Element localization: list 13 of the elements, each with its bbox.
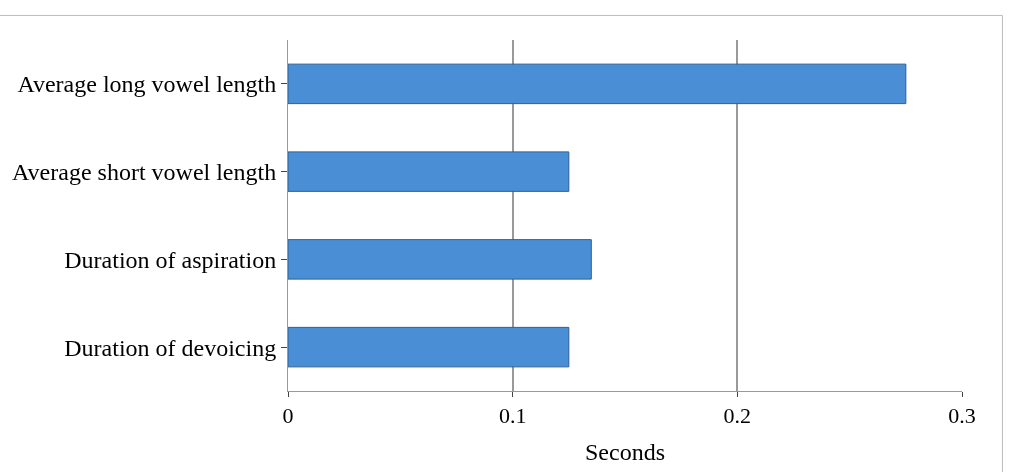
x-tick-label: 0 [282, 403, 294, 429]
bar [288, 63, 907, 105]
bar [288, 239, 592, 280]
y-tick-label: Duration of devoicing [64, 334, 277, 361]
x-axis-title: Seconds [585, 438, 665, 465]
y-tick-label: Average long vowel length [17, 71, 277, 98]
bar [288, 151, 570, 192]
x-tick-label: 0.1 [498, 403, 527, 429]
x-tick-label: 0.3 [948, 403, 976, 429]
y-tick-label: Average short vowel length [12, 159, 277, 186]
y-tick-label: Duration of aspiration [64, 246, 277, 273]
bar [288, 326, 570, 368]
x-tick-label: 0.2 [723, 403, 752, 429]
